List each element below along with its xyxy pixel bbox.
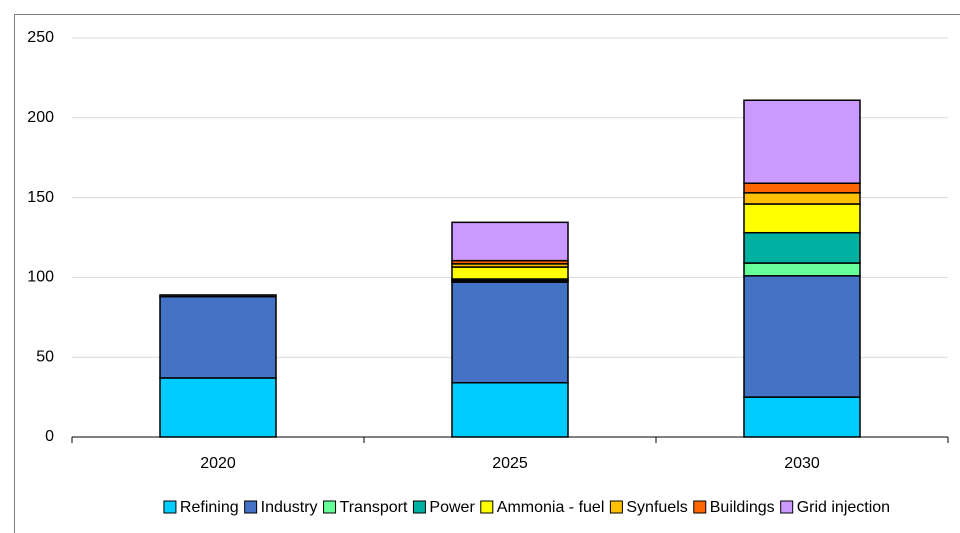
bar-segment bbox=[743, 275, 861, 398]
legend-swatch bbox=[323, 500, 337, 514]
legend-swatch bbox=[244, 500, 258, 514]
legend-label: Ammonia - fuel bbox=[497, 499, 605, 516]
y-tick-label: 250 bbox=[27, 29, 54, 46]
legend-label: Transport bbox=[340, 499, 408, 516]
bar-segment bbox=[743, 262, 861, 277]
legend-label: Refining bbox=[180, 499, 239, 516]
y-tick-label: 50 bbox=[36, 348, 54, 365]
y-tick-label: 150 bbox=[27, 189, 54, 206]
bar-segment bbox=[159, 295, 277, 379]
x-tick-label: 2025 bbox=[492, 455, 528, 472]
bar-segment bbox=[159, 294, 277, 298]
legend-swatch bbox=[163, 500, 177, 514]
bar-segment bbox=[451, 266, 569, 280]
bar-segment bbox=[743, 182, 861, 194]
y-tick-label: 200 bbox=[27, 109, 54, 126]
legend-swatch bbox=[480, 500, 494, 514]
bar-segment bbox=[743, 231, 861, 264]
bar-segment bbox=[159, 377, 277, 438]
bar-segment bbox=[743, 99, 861, 184]
x-tick-label: 2030 bbox=[784, 455, 820, 472]
legend-label: Power bbox=[429, 499, 475, 516]
legend-label: Synfuels bbox=[626, 499, 687, 516]
bar-segment bbox=[451, 221, 569, 262]
legend-label: Grid injection bbox=[797, 499, 890, 516]
legend-swatch bbox=[693, 500, 707, 514]
bar-segment bbox=[743, 203, 861, 234]
bar-segment bbox=[451, 381, 569, 438]
bar-segment bbox=[743, 396, 861, 438]
y-tick-label: 100 bbox=[27, 269, 54, 286]
bar-segment bbox=[743, 192, 861, 205]
x-tick-label: 2020 bbox=[200, 455, 236, 472]
bar-segment bbox=[451, 281, 569, 384]
legend-swatch bbox=[412, 500, 426, 514]
legend-label: Industry bbox=[261, 499, 318, 516]
legend-label: Buildings bbox=[710, 499, 775, 516]
legend-swatch bbox=[780, 500, 794, 514]
y-tick-label: 0 bbox=[45, 428, 54, 445]
legend-swatch bbox=[609, 500, 623, 514]
chart-frame bbox=[14, 14, 960, 533]
